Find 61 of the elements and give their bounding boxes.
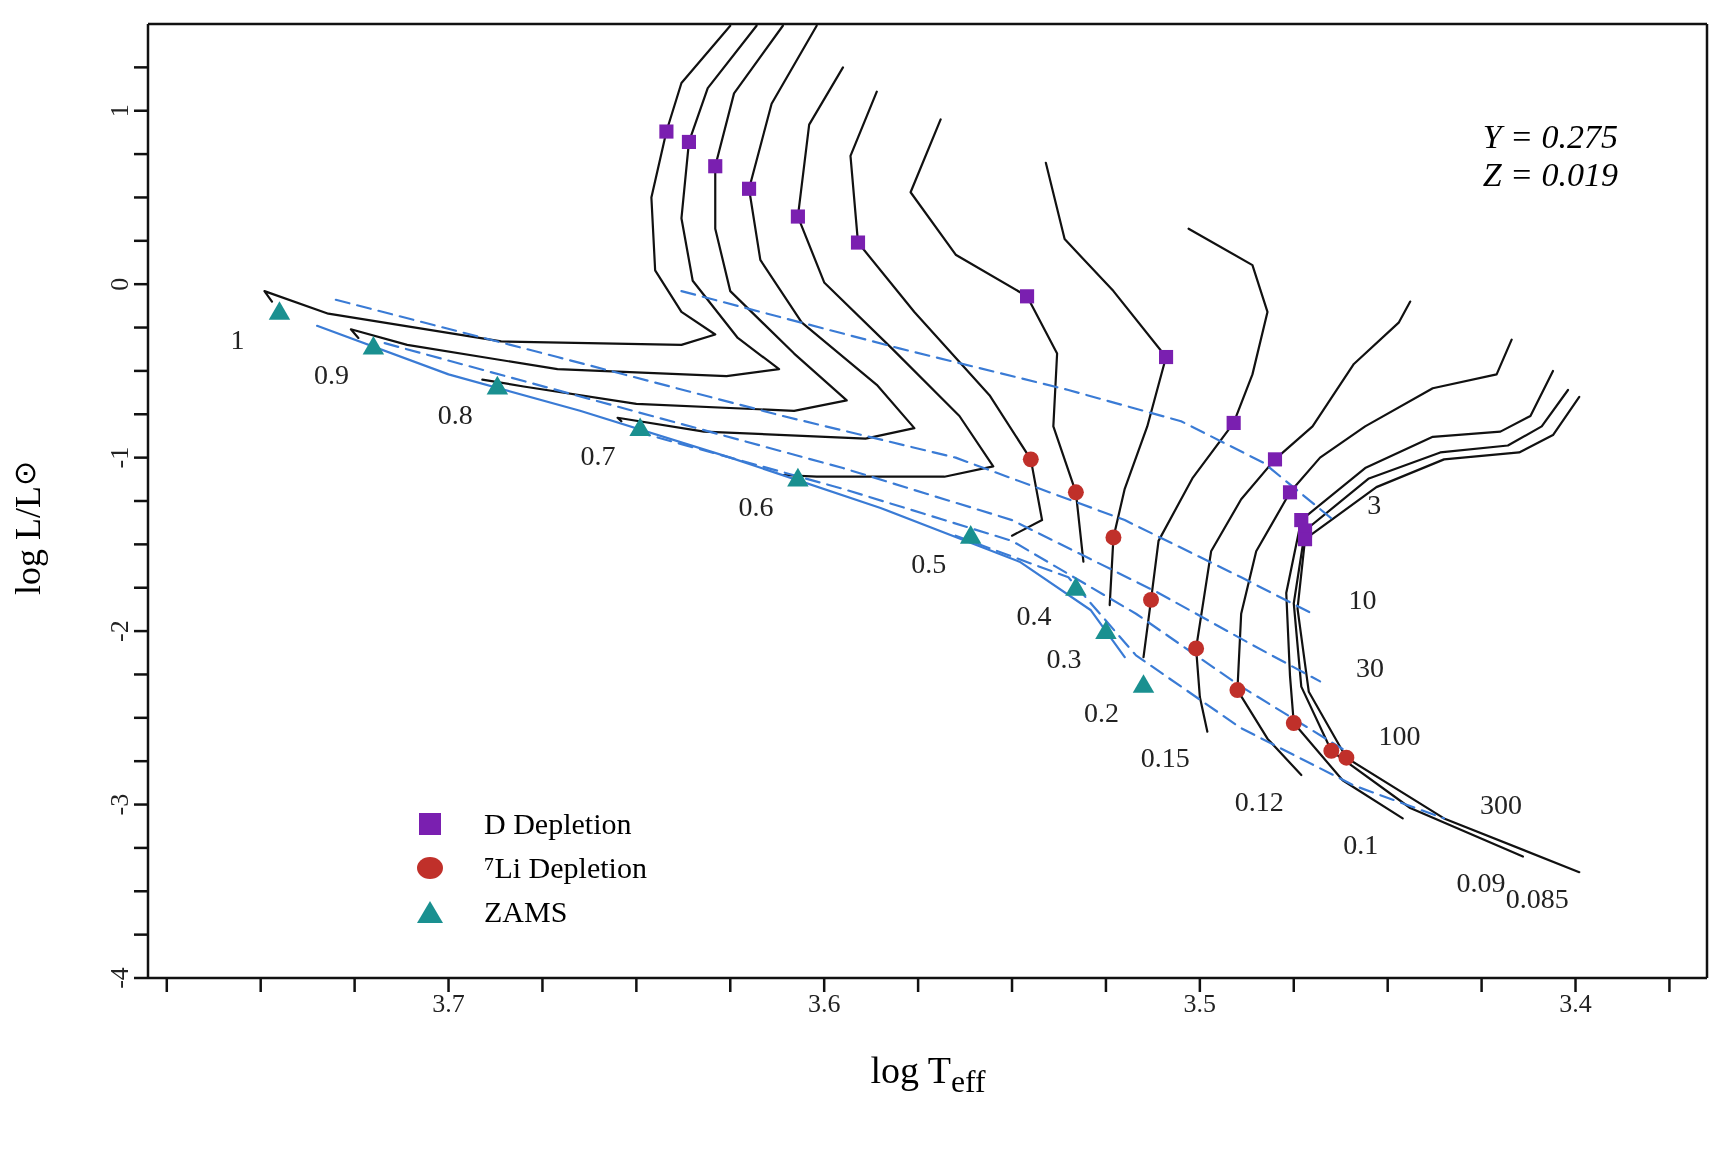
x-tick-label: 3.6 [807,989,841,1019]
legend-label: ⁷Li Depletion [484,850,647,886]
annotation: 0.9 [313,358,349,390]
point [659,124,674,139]
y-tick-label: -3 [105,793,134,816]
point [741,181,757,196]
point [1323,742,1340,759]
line-series [781,66,995,478]
line-series [680,290,1333,520]
annotation: 0.8 [437,398,473,430]
annotation: 10 [1348,584,1377,616]
point [1022,451,1039,468]
point [790,209,805,224]
annotation: 0.12 [1234,785,1284,817]
point [1285,715,1302,731]
point [1143,591,1159,608]
point [1229,682,1246,699]
x-tick-label: 3.4 [1559,989,1592,1019]
annotation: 0.09 [1456,867,1506,899]
annotation: 100 [1378,719,1421,751]
point [1158,349,1174,365]
point [1282,485,1298,500]
point [1067,484,1084,501]
y-tick-label: 0 [105,277,134,291]
annotation: 0.7 [580,440,616,472]
y-tick-label: -2 [105,620,134,642]
x-tick-label: 3.5 [1183,989,1217,1019]
legend-label: ZAMS [484,894,568,930]
point [1188,640,1205,657]
annotation: 30 [1356,651,1385,683]
y-tick-label: -1 [105,446,134,469]
point [1226,415,1241,431]
point [850,235,866,250]
point [708,159,723,174]
annotation: Z = 0.019 [1482,156,1618,194]
line-series [1142,227,1269,659]
annotation: 0.4 [1016,599,1052,631]
point [681,134,697,150]
point [1105,529,1122,546]
line-series [849,90,1044,537]
annotation: 0.3 [1046,643,1082,675]
annotation: 3 [1367,488,1382,520]
legend-label: D Depletion [484,806,632,842]
y-tick-label: -4 [105,967,134,989]
annotation: 0.6 [738,490,774,522]
x-tick-label: 3.7 [432,989,465,1019]
point [1267,452,1283,467]
annotation: 0.15 [1140,742,1190,774]
annotation: Y = 0.275 [1482,118,1618,156]
annotation: 1 [230,324,245,356]
point [1338,749,1355,766]
line-series [1285,369,1555,820]
annotation: 300 [1480,788,1523,820]
annotation: 0.1 [1343,828,1379,860]
annotation: 0.5 [911,547,947,579]
x-axis-title: log T$_{eff}$ [869,1048,987,1100]
y-tick-label: 1 [105,104,134,118]
point [1297,532,1313,547]
annotation: 0.2 [1084,697,1120,729]
annotation: 0.085 [1505,882,1569,914]
point [1019,289,1035,304]
